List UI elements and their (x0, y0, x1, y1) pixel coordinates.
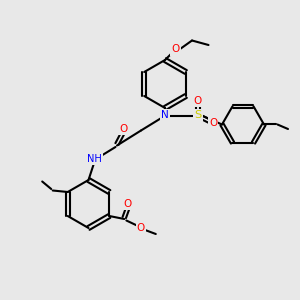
Text: O: O (124, 199, 132, 209)
Text: NH: NH (87, 154, 102, 164)
Text: O: O (137, 223, 145, 233)
Text: N: N (161, 110, 169, 121)
Text: S: S (194, 110, 202, 121)
Text: O: O (194, 95, 202, 106)
Text: O: O (171, 44, 180, 55)
Text: O: O (209, 118, 217, 128)
Text: O: O (119, 124, 127, 134)
